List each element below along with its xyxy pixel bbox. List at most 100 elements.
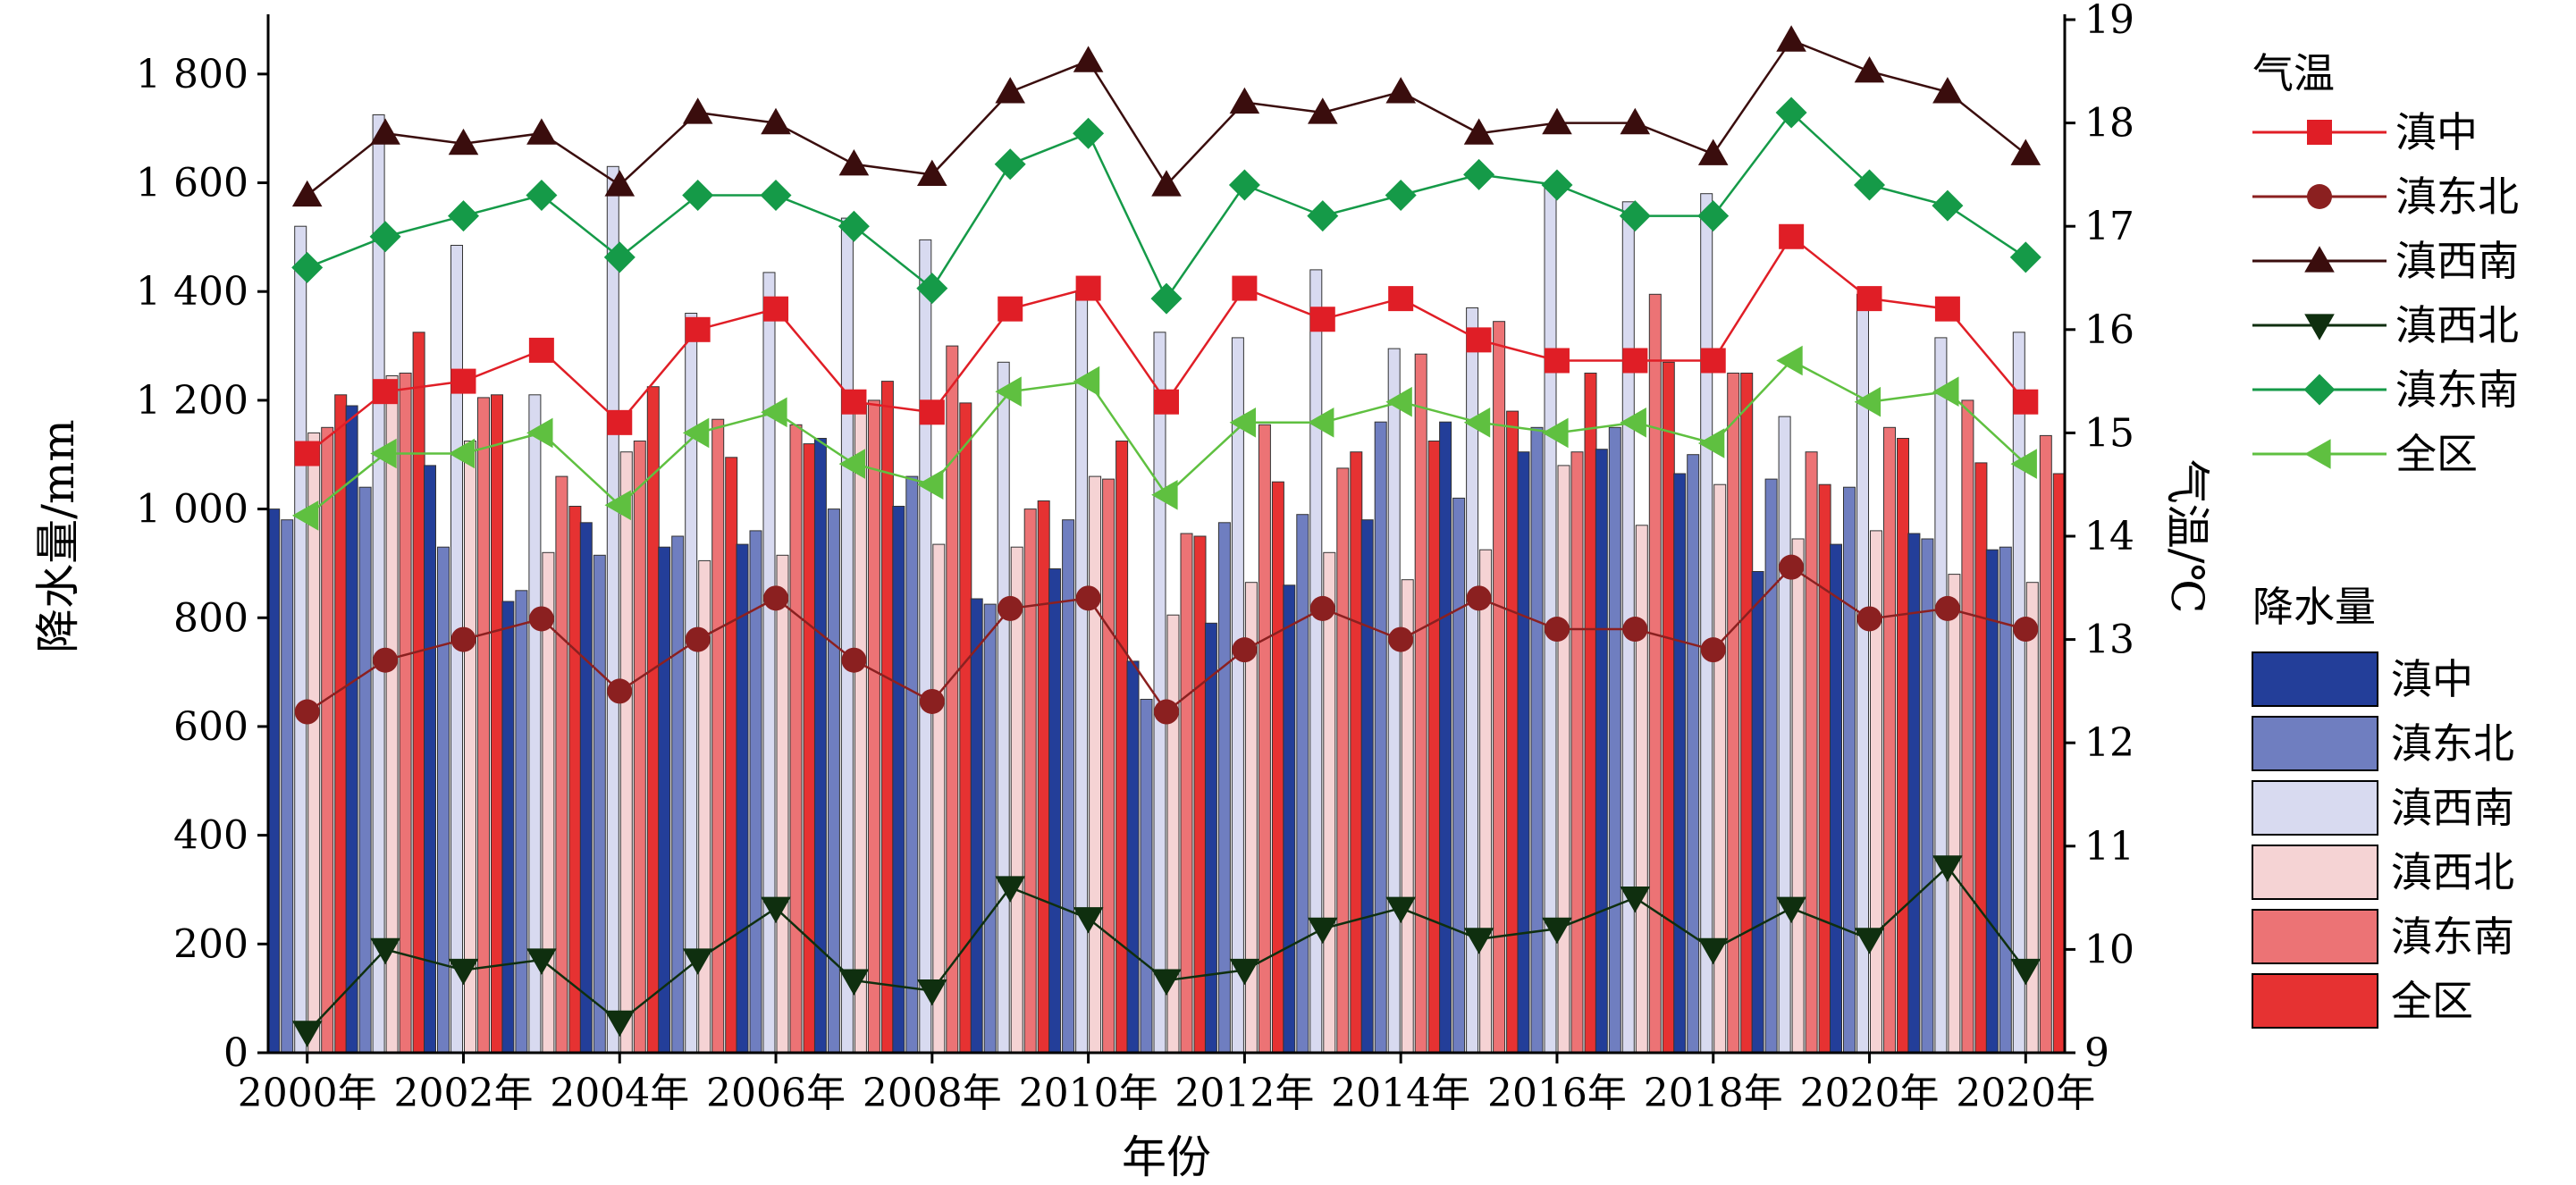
left-tick-label: 0 [223, 1030, 248, 1076]
bar [1010, 546, 1023, 1054]
legend-marker [2303, 374, 2336, 406]
line-point [1544, 617, 1570, 643]
bar [345, 405, 358, 1054]
bar [1648, 293, 1662, 1054]
bar [789, 424, 803, 1054]
line-point [1466, 585, 1492, 611]
bar [1153, 332, 1166, 1054]
line-point [2010, 958, 2041, 986]
bar [619, 451, 633, 1054]
x-axis-title: 年份 [1122, 1131, 1211, 1183]
legend-item-label: 滇中 [2395, 108, 2478, 156]
legend-item-label: 滇西南 [2395, 237, 2519, 285]
line-point [1775, 97, 1807, 129]
left-tick-label: 1 800 [136, 52, 248, 97]
x-tick-label: 2008年 [863, 1071, 1002, 1116]
right-tick-label: 16 [2084, 307, 2134, 353]
line-point [1776, 25, 1806, 52]
left-tick-label: 1 000 [136, 487, 248, 533]
legend-marker [2304, 246, 2335, 273]
line-point [1463, 118, 1494, 145]
line-point [1620, 408, 1646, 438]
bar [854, 402, 867, 1054]
bar [1506, 410, 1520, 1054]
bar [1204, 622, 1217, 1054]
line-point [373, 379, 399, 405]
x-tick-label: 2002年 [393, 1071, 533, 1116]
line-point [1463, 158, 1495, 190]
line-point [917, 979, 947, 1006]
line-point [1385, 77, 1416, 104]
line-point [1151, 170, 1182, 197]
line-point [526, 180, 558, 211]
bar [437, 546, 450, 1054]
axes-layer: 0 200 400 600 800 1 000 1 200 1 400 1 600 1 800 9 1… [32, 0, 2213, 1183]
line-point [1385, 180, 1417, 211]
bar [1635, 525, 1648, 1054]
line-point [760, 180, 792, 211]
legend-item-label: 滇东北 [2391, 719, 2514, 768]
bar [946, 345, 959, 1054]
line-point [1856, 286, 1882, 312]
line-point [1932, 855, 1963, 882]
precip-legend-title: 降水量 [2252, 583, 2376, 631]
line-point [763, 296, 789, 322]
line-point [448, 958, 479, 986]
bar [281, 519, 294, 1054]
bar [1778, 416, 1791, 1054]
legend-swatch [2252, 973, 2378, 1029]
bar [1830, 543, 1842, 1054]
legend-swatch [2252, 780, 2378, 836]
legend-swatch [2252, 651, 2378, 707]
left-tick-label: 800 [173, 595, 248, 641]
bar [1517, 451, 1530, 1054]
bar [633, 441, 646, 1054]
line-point [998, 296, 1023, 322]
bar [813, 438, 827, 1054]
line-point [1308, 917, 1338, 945]
line-point [2009, 241, 2041, 273]
line-point [838, 210, 870, 242]
bar [491, 394, 503, 1054]
bar [501, 601, 515, 1054]
line-point [1307, 200, 1339, 232]
bar [646, 386, 660, 1054]
line-point [1542, 917, 1572, 945]
line-point [1932, 189, 1964, 222]
line-series [306, 234, 2027, 455]
line-point [294, 441, 320, 466]
bar [1791, 538, 1805, 1054]
bar [321, 426, 334, 1054]
line-point [995, 876, 1025, 903]
legend-marker [2304, 314, 2335, 340]
line-point [1544, 348, 1570, 374]
line-point [370, 438, 397, 469]
bar [1180, 533, 1193, 1054]
line-point [1073, 46, 1104, 72]
line-point [685, 626, 711, 652]
line-point [1697, 200, 1730, 232]
bar [267, 508, 281, 1054]
bar [867, 399, 880, 1054]
lines-layer [291, 25, 2041, 1047]
line-point [995, 376, 1022, 407]
bar [1961, 399, 1974, 1054]
bar [1089, 475, 1102, 1054]
legend-item-label: 滇西北 [2395, 301, 2519, 349]
line-point [2013, 389, 2039, 415]
line-point [1073, 907, 1104, 934]
bar [1662, 361, 1675, 1054]
line-point [1697, 937, 1729, 965]
line-point [1854, 169, 1885, 201]
line-point [838, 149, 870, 176]
line-point [682, 180, 714, 211]
line-point [682, 417, 710, 449]
line-point [1154, 389, 1179, 415]
bar [1374, 421, 1387, 1054]
line-point [1229, 87, 1260, 114]
line-point [1229, 408, 1256, 438]
legend-marker [2304, 439, 2331, 469]
line-point [1854, 928, 1885, 954]
bar [1974, 462, 1988, 1054]
right-tick-label: 13 [2084, 618, 2134, 663]
